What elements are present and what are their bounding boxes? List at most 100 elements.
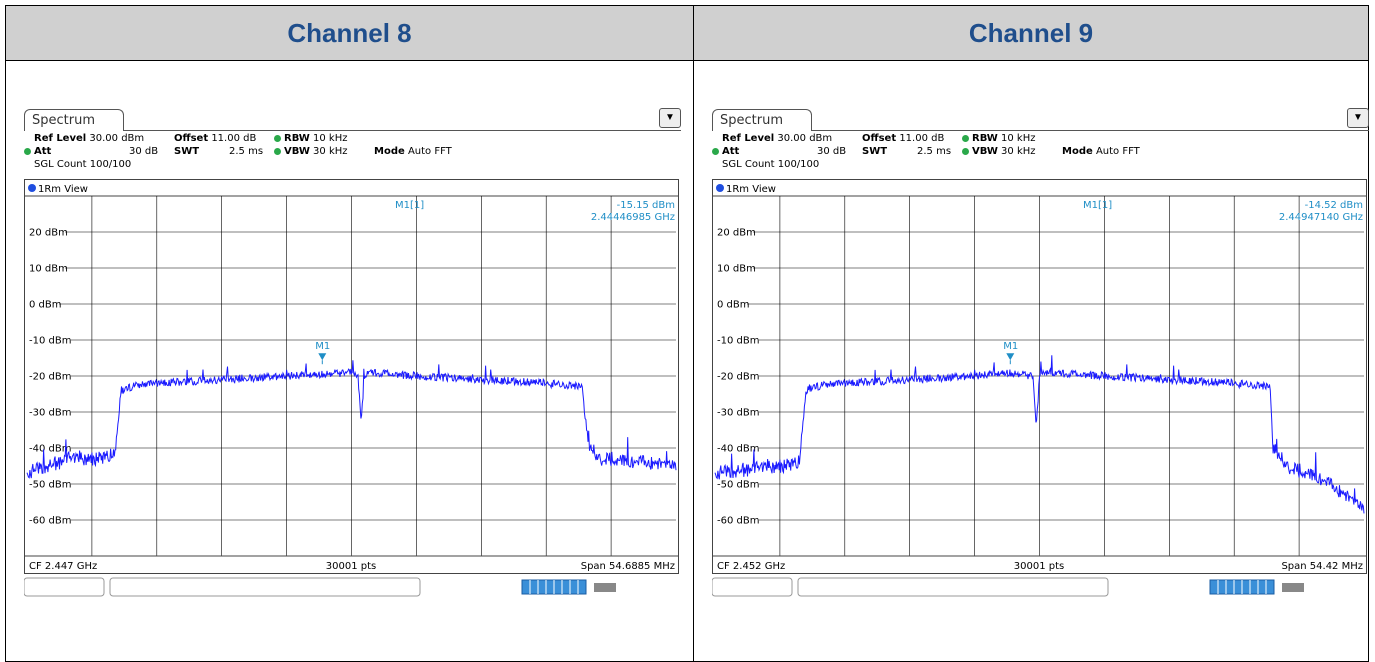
spectrum-chart: 1Rm View 20 dBm 10 dBm 0 dBm -10 dBm -20 dBm -… [25,184,678,572]
y-tick-label: -50 dBm [717,480,759,491]
y-tick-label: -20 dBm [717,372,759,383]
y-tick-label: 0 dBm [717,300,750,311]
y-tick-label: 0 dBm [29,300,62,311]
swt-value: 2.5 ms [917,146,952,157]
rbw-status-icon [962,134,969,142]
swt-label: SWT [862,146,888,157]
sweep-points: 30001 pts [326,561,376,572]
sgl-count: SGL Count 100/100 [34,159,132,170]
display-config-icon[interactable]: ▼ [659,108,681,128]
rbw-status-icon [274,134,281,142]
y-tick-label: 10 dBm [717,264,756,275]
y-tick-label: -30 dBm [717,408,759,419]
marker-triangle-icon[interactable] [1006,353,1015,361]
status-indicator-icon [1282,583,1304,592]
vbw: VBW 30 kHz [274,146,348,157]
tick-label-bg [715,442,759,454]
tick-label-bg [715,406,759,418]
channel-9-title: Channel 9 [968,17,1094,48]
tick-label-bg [715,262,753,274]
tick-label-bg [715,334,759,346]
view-label: 1Rm View [726,184,776,195]
marker-tag: M1 [1003,341,1018,352]
y-tick-label: -50 dBm [29,480,71,491]
display-config-icon[interactable]: ▼ [1347,108,1369,128]
y-tick-label: 20 dBm [29,228,68,239]
tick-label-bg [27,334,71,346]
status-bar-graphics [712,577,1304,597]
mode: Mode Auto FFT [1062,146,1140,157]
status-field-main[interactable] [109,577,421,597]
att-value: 30 dB [817,146,847,157]
status-bar [24,575,681,600]
tick-label-bg [27,514,71,526]
trace-indicator-icon [716,184,724,192]
mode: Mode Auto FFT [374,146,452,157]
spectrum-trace [714,355,1365,514]
vbw-status-icon [962,147,969,155]
y-tick-label: -60 dBm [29,516,71,527]
trace-indicator-icon [28,184,36,192]
y-tick-label: -40 dBm [29,444,71,455]
tick-label-bg [715,298,747,310]
plot-area: 1Rm View 20 dBm 10 dBm 0 dBm -10 dBm -20 dBm -… [24,179,679,574]
att: Att [24,146,51,157]
marker-level: -15.15 dBm [617,200,675,211]
status-bar-graphics [24,577,616,597]
rbw: RBW 10 kHz [962,133,1035,144]
measurement-settings: Ref Level 30.00 dBm Offset 11.00 dB RBW … [24,133,681,177]
marker-label: M1[1] [395,200,424,211]
tick-label-bg [27,478,71,490]
spectrum-tab[interactable]: Spectrum [24,109,124,131]
center-frequency: CF 2.447 GHz [29,561,97,572]
span: Span 54.42 MHz [1281,561,1363,572]
y-tick-label: -20 dBm [29,372,71,383]
y-tick-label: -40 dBm [717,444,759,455]
rbw: RBW 10 kHz [274,133,347,144]
tick-label-bg [27,262,65,274]
y-tick-label: -60 dBm [717,516,759,527]
y-tick-label: 10 dBm [29,264,68,275]
vbw-status-icon [274,147,281,155]
marker-frequency: 2.44446985 GHz [591,212,675,223]
status-field-left[interactable] [712,577,793,597]
status-field-main[interactable] [797,577,1109,597]
results-table: Channel 8 Channel 9 [5,5,1369,662]
vbw: VBW 30 kHz [962,146,1036,157]
att-value: 30 dB [129,146,159,157]
tick-label-bg [715,514,759,526]
tick-label-bg [27,226,65,238]
channel-9-header: Channel 9 [694,6,1368,61]
status-field-left[interactable] [24,577,105,597]
marker-tag: M1 [315,341,330,352]
tick-label-bg [27,298,59,310]
tick-label-bg [715,370,759,382]
ref-level: Ref Level 30.00 dBm [34,133,145,144]
spectrum-tab[interactable]: Spectrum [712,109,812,131]
tick-label-bg [27,370,71,382]
att-status-icon [24,147,31,155]
tick-label-bg [715,226,753,238]
y-tick-label: -10 dBm [29,336,71,347]
att: Att [712,146,739,157]
marker-triangle-icon[interactable] [318,353,327,361]
tick-label-bg [715,478,759,490]
measurement-settings: Ref Level 30.00 dBm Offset 11.00 dB RBW … [712,133,1369,177]
marker-level: -14.52 dBm [1305,200,1363,211]
column-divider [693,6,694,661]
swt-value: 2.5 ms [229,146,264,157]
channel-8-title: Channel 8 [287,17,412,48]
ref-level: Ref Level 30.00 dBm [722,133,833,144]
channel-8-header: Channel 8 [6,6,693,61]
y-tick-label: -30 dBm [29,408,71,419]
spectrum-panel-channel-9: Spectrum ▼ Ref Level 30.00 dBm Offset 11… [712,103,1369,603]
spectrum-chart: 1Rm View 20 dBm 10 dBm 0 dBm -10 dBm -20 dBm -… [713,184,1366,572]
marker-frequency: 2.44947140 GHz [1279,212,1363,223]
offset: Offset 11.00 dB [862,133,945,144]
status-bar [712,575,1369,600]
progress-segments [529,580,579,594]
swt-label: SWT [174,146,200,157]
offset: Offset 11.00 dB [174,133,257,144]
sgl-count: SGL Count 100/100 [722,159,820,170]
span: Span 54.6885 MHz [581,561,675,572]
